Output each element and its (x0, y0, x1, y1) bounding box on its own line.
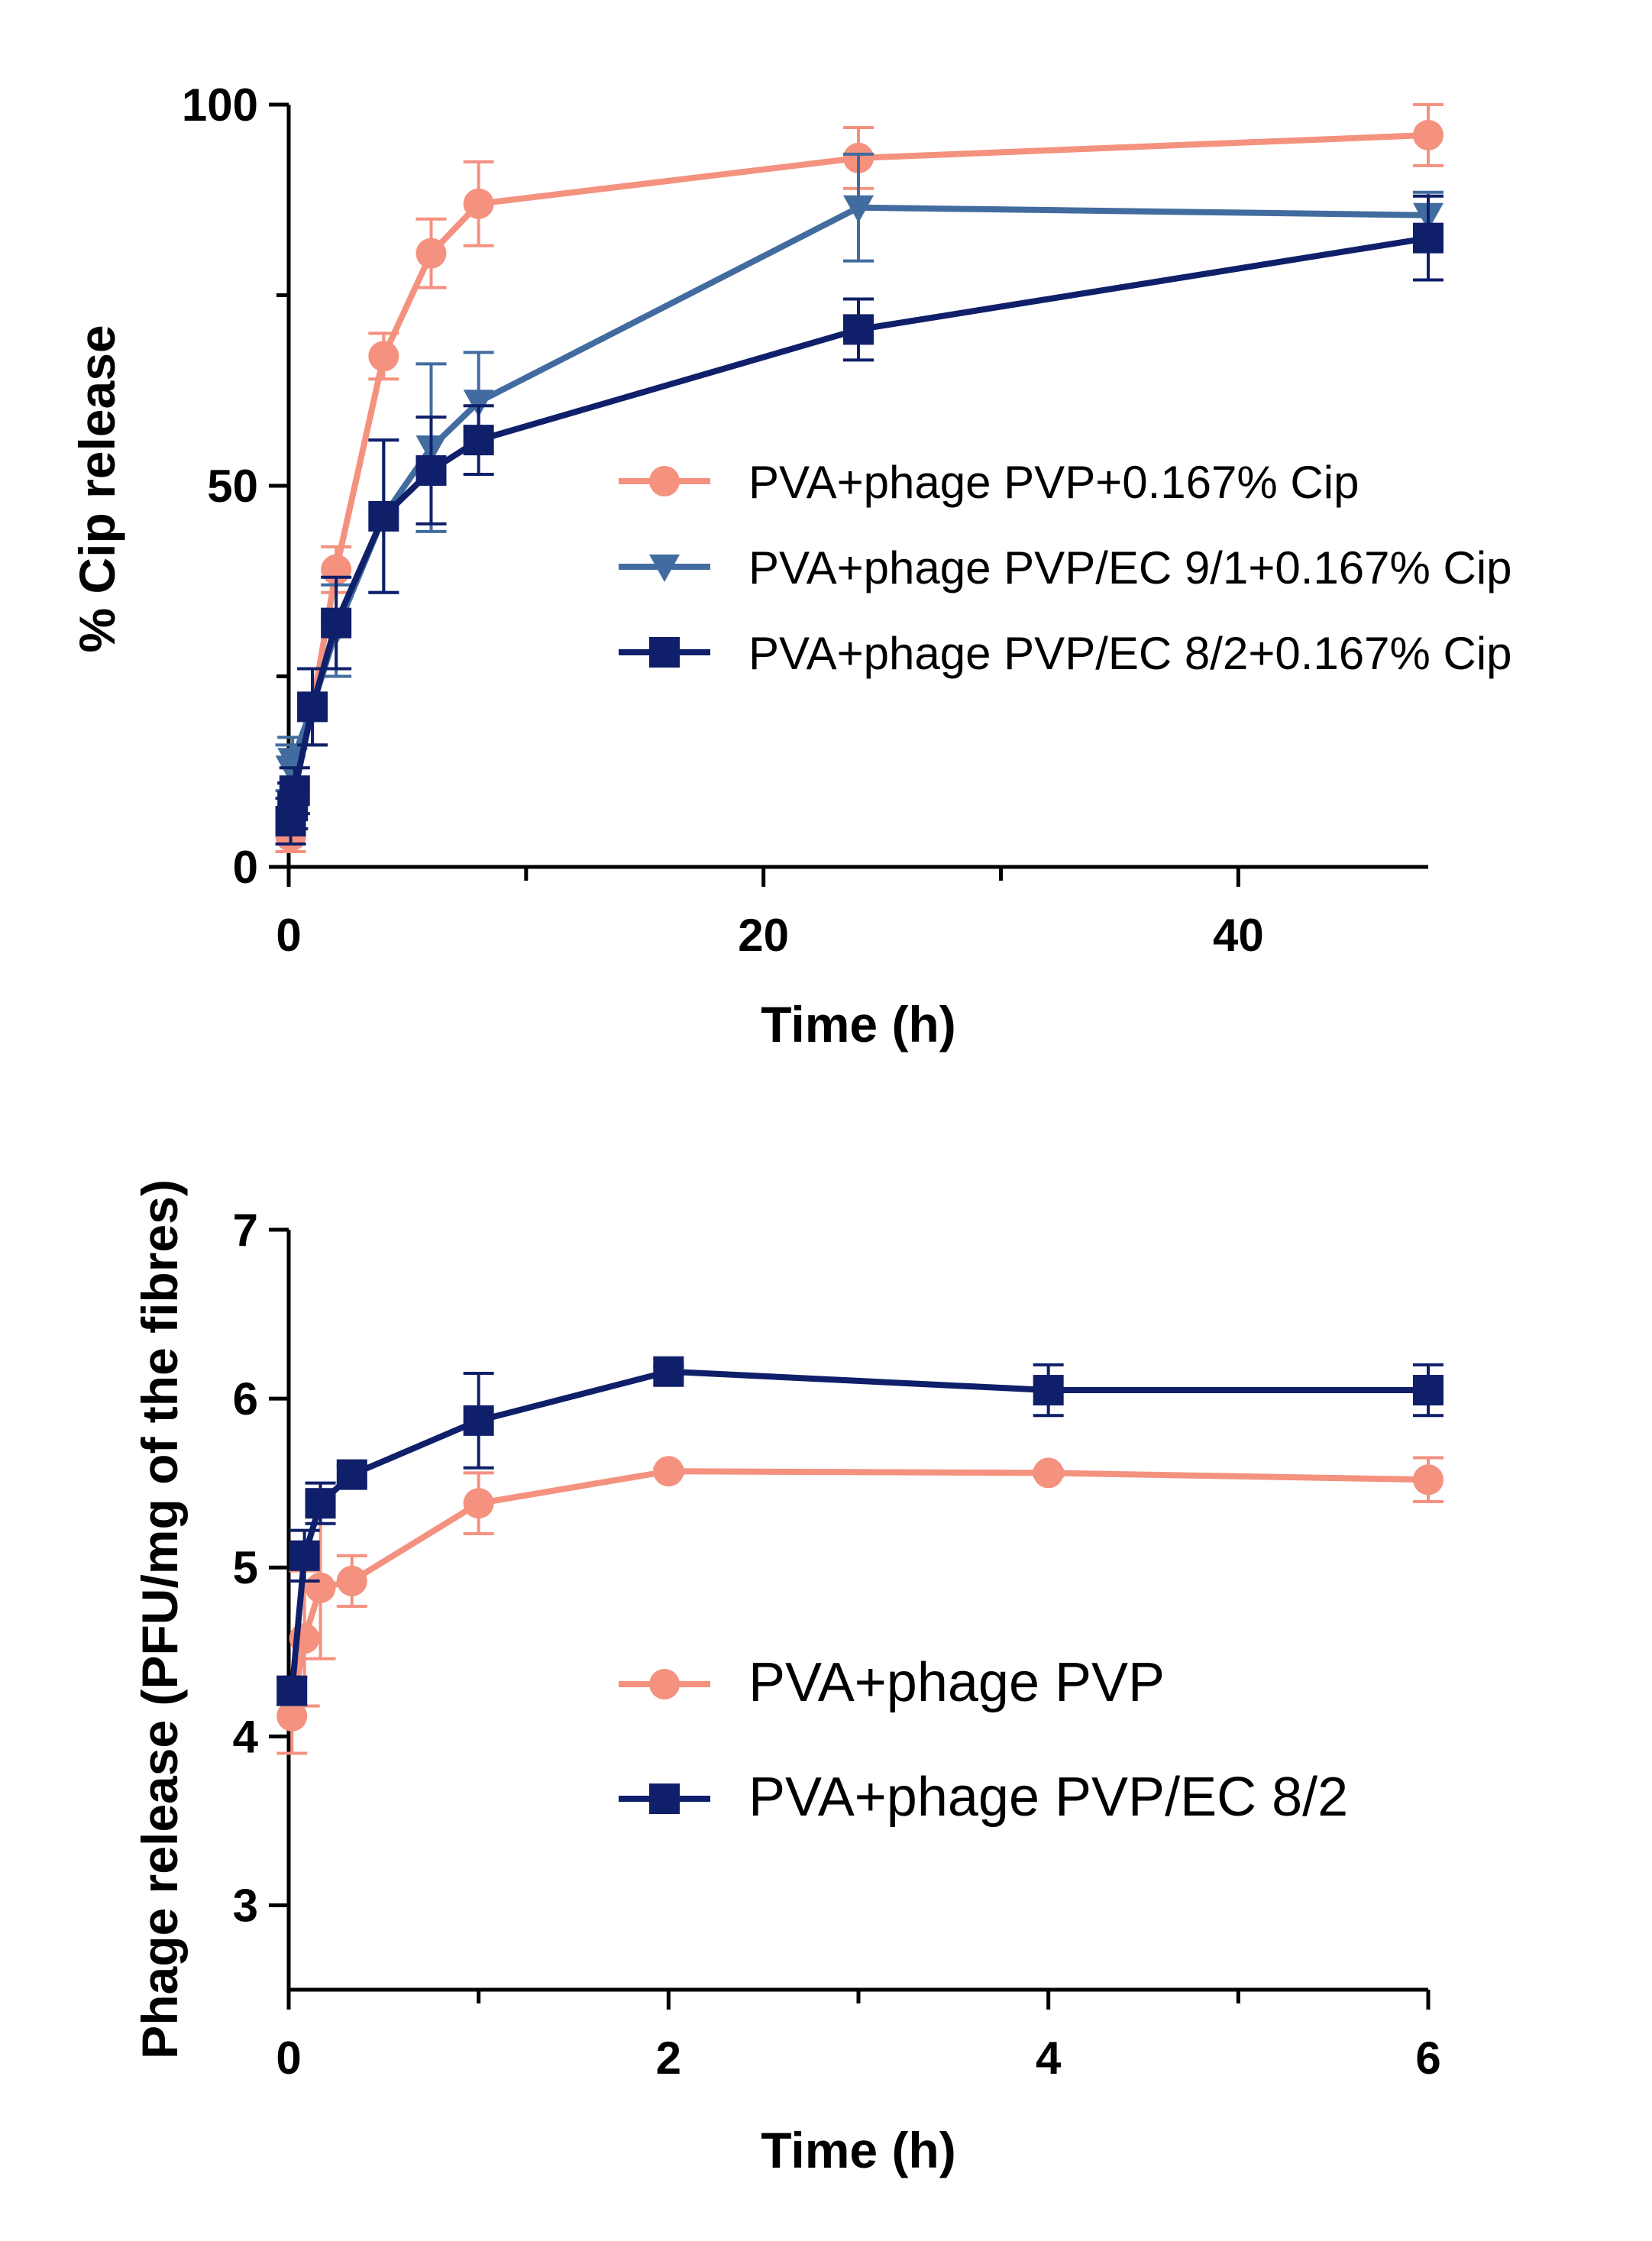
cip-data-point (368, 500, 399, 532)
cip-legend-marker (649, 555, 680, 582)
phage-y-axis-title: Phage release (PFU/mg of the fibres) (131, 1179, 188, 2059)
phage-series-line (289, 1368, 1428, 1691)
phage-legend: PVA+phage PVP PVA+phage PVP/EC 8/2 (619, 1652, 1348, 1828)
cip-legend-label: PVA+phage PVP/EC 9/1+0.167% Cip (748, 542, 1512, 593)
cip-legend-label: PVA+phage PVP+0.167% Cip (748, 457, 1359, 508)
phage-legend-item: PVA+phage PVP (619, 1652, 1165, 1713)
cip-data-point (415, 455, 447, 487)
phage-data-point (1413, 1375, 1443, 1406)
phage-legend-label: PVA+phage PVP (748, 1652, 1165, 1713)
cip-data-point (1413, 119, 1443, 150)
phage-x-tick-label: 4 (1036, 2032, 1062, 2084)
cip-data-point (415, 238, 447, 269)
phage-y-tick-label: 3 (233, 1880, 258, 1931)
phage-data-point (653, 1456, 684, 1487)
cip-y-tick-label: 100 (182, 79, 258, 131)
phage-data-point (305, 1488, 336, 1519)
cip-data-point (843, 314, 874, 345)
phage-series-1 (276, 1356, 1443, 1706)
phage-x-axis-title: Time (h) (761, 2122, 955, 2178)
cip-x-tick-label: 20 (738, 910, 789, 961)
cip-legend-item: PVA+phage PVP/EC 8/2+0.167% Cip (619, 628, 1512, 679)
cip-data-point (463, 425, 494, 456)
cip-x-tick-label: 0 (276, 910, 301, 961)
cip-data-point (368, 341, 399, 372)
phage-data-point (276, 1700, 308, 1732)
cip-data-point (1413, 222, 1443, 254)
cip-x-tick-label: 40 (1213, 910, 1264, 961)
phage-data-point (463, 1488, 494, 1519)
cip-data-point (463, 188, 494, 219)
cip-series-2 (275, 194, 1443, 846)
phage-legend-item: PVA+phage PVP/EC 8/2 (619, 1767, 1348, 1828)
cip-x-axis-title: Time (h) (761, 996, 955, 1053)
phage-release-chart: 3 4 5 6 7 0 2 4 6 Time (h) Phage release (PFU/mg… (131, 1179, 1443, 2178)
cip-data-point (297, 691, 328, 723)
phage-y-tick-label: 6 (233, 1373, 258, 1424)
cip-legend-marker (649, 466, 680, 496)
phage-data-point (305, 1572, 336, 1603)
phage-x-tick-label: 0 (276, 2032, 301, 2084)
phage-data-point (289, 1540, 320, 1571)
cip-data-point (321, 607, 352, 639)
phage-legend-label: PVA+phage PVP/EC 8/2 (748, 1767, 1348, 1828)
phage-data-point (336, 1459, 367, 1490)
phage-y-tick-label: 4 (233, 1711, 259, 1762)
cip-y-tick-label: 50 (207, 461, 258, 512)
cip-y-tick-label: 0 (233, 842, 258, 893)
phage-x-tick-label: 2 (656, 2032, 681, 2084)
cip-data-point (463, 390, 494, 418)
cip-y-axis-title: % Cip release (69, 325, 125, 652)
cip-legend: PVA+phage PVP+0.167% Cip PVA+phage PVP/EC… (619, 457, 1512, 679)
phage-legend-marker (649, 1783, 680, 1814)
phage-data-point (336, 1565, 367, 1596)
phage-y-tick-label: 5 (233, 1542, 258, 1593)
phage-data-point (463, 1405, 494, 1436)
phage-x-tick-label: 6 (1415, 2032, 1440, 2084)
cip-legend-item: PVA+phage PVP/EC 9/1+0.167% Cip (619, 542, 1512, 593)
phage-data-point (1033, 1457, 1064, 1489)
phage-data-point (1033, 1375, 1064, 1406)
phage-data-point (276, 1675, 308, 1706)
cip-release-chart: 0 50 100 0 20 40 Time (h) % Cip release PVA+p… (69, 79, 1512, 1053)
phage-series-0 (276, 1456, 1443, 1755)
phage-y-tick-label: 7 (233, 1205, 258, 1256)
cip-legend-marker (649, 637, 680, 668)
phage-data-point (1413, 1464, 1443, 1496)
phage-legend-marker (649, 1669, 680, 1699)
cip-data-point (843, 195, 874, 223)
phage-data-point (653, 1356, 684, 1387)
cip-legend-label: PVA+phage PVP/EC 8/2+0.167% Cip (748, 628, 1512, 679)
cip-data-point (279, 775, 310, 807)
cip-legend-item: PVA+phage PVP+0.167% Cip (619, 457, 1359, 508)
